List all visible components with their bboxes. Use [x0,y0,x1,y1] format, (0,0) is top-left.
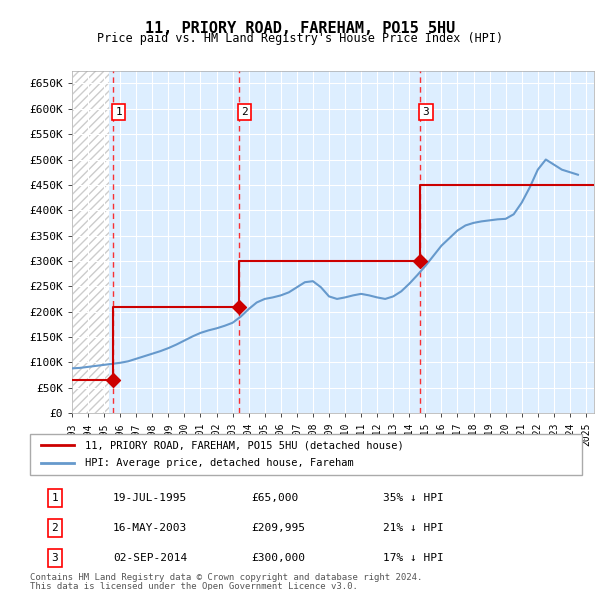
Point [234,302,244,312]
Text: 2: 2 [241,107,248,117]
FancyBboxPatch shape [30,434,582,475]
Text: 16-MAY-2003: 16-MAY-2003 [113,523,187,533]
Point [415,256,425,266]
Text: 11, PRIORY ROAD, FAREHAM, PO15 5HU: 11, PRIORY ROAD, FAREHAM, PO15 5HU [145,21,455,35]
Text: 3: 3 [422,107,429,117]
Text: 11, PRIORY ROAD, FAREHAM, PO15 5HU (detached house): 11, PRIORY ROAD, FAREHAM, PO15 5HU (deta… [85,440,404,450]
Text: 02-SEP-2014: 02-SEP-2014 [113,553,187,563]
Text: 21% ↓ HPI: 21% ↓ HPI [383,523,444,533]
Text: 1: 1 [115,107,122,117]
Text: £65,000: £65,000 [251,493,298,503]
Text: £209,995: £209,995 [251,523,305,533]
Text: HPI: Average price, detached house, Fareham: HPI: Average price, detached house, Fare… [85,458,354,468]
Point [108,375,118,385]
Text: 17% ↓ HPI: 17% ↓ HPI [383,553,444,563]
Text: Price paid vs. HM Land Registry's House Price Index (HPI): Price paid vs. HM Land Registry's House … [97,32,503,45]
Text: This data is licensed under the Open Government Licence v3.0.: This data is licensed under the Open Gov… [30,582,358,590]
Text: 35% ↓ HPI: 35% ↓ HPI [383,493,444,503]
Text: 1: 1 [52,493,58,503]
Text: £300,000: £300,000 [251,553,305,563]
Text: 19-JUL-1995: 19-JUL-1995 [113,493,187,503]
Text: 3: 3 [52,553,58,563]
Text: Contains HM Land Registry data © Crown copyright and database right 2024.: Contains HM Land Registry data © Crown c… [30,573,422,582]
Text: 2: 2 [52,523,58,533]
Bar [72,71,109,413]
